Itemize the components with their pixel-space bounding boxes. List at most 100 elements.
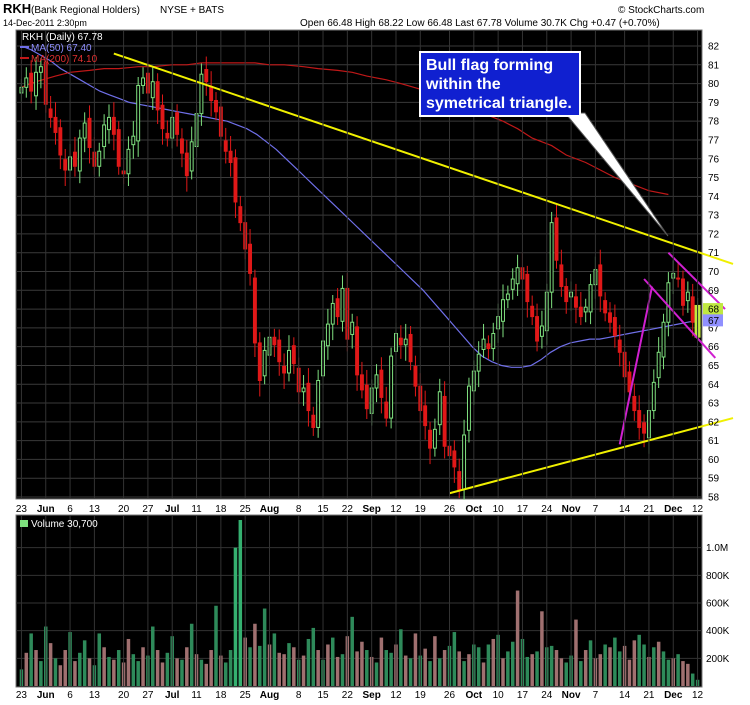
candle-down xyxy=(238,206,243,224)
volume-bar-down xyxy=(540,611,544,686)
volume-bar-down xyxy=(73,661,77,686)
volume-bar-down xyxy=(185,647,189,686)
candle-up xyxy=(501,299,505,322)
candle-down xyxy=(642,422,647,434)
volume-bar-down xyxy=(423,648,427,686)
volume-bar-down xyxy=(63,650,67,686)
price-tick-label: 82 xyxy=(708,42,720,53)
candle-up xyxy=(189,141,194,172)
price-tick-label: 74 xyxy=(708,192,720,203)
candle-up xyxy=(141,77,145,86)
volume-bar-down xyxy=(126,638,131,686)
volume-x-tick-label: 7 xyxy=(593,690,599,700)
volume-bar-up xyxy=(131,654,136,686)
volume-bar-down xyxy=(34,650,38,686)
candle-up xyxy=(126,148,131,175)
candle-up xyxy=(432,428,437,449)
price-x-tick-label: 22 xyxy=(342,504,354,515)
price-x-tick-label: 7 xyxy=(593,504,599,515)
volume-bar-up xyxy=(180,659,184,686)
volume-bar-up xyxy=(340,654,345,686)
volume-x-tick-label: Nov xyxy=(562,690,581,700)
price-tick-label: 59 xyxy=(708,474,720,485)
callout-box xyxy=(419,51,581,117)
volume-bar-up xyxy=(506,651,510,686)
candle-down xyxy=(384,401,389,419)
volume-x-tick-label: 19 xyxy=(415,690,427,700)
candle-up xyxy=(661,321,666,358)
candle-down xyxy=(632,395,637,412)
volume-bar-down xyxy=(112,659,116,686)
price-tick-label: 79 xyxy=(708,98,720,109)
price-tick-label: 66 xyxy=(708,342,720,353)
volume-tick-label: 200K xyxy=(706,654,730,665)
candle-down xyxy=(111,116,116,135)
price-x-tick-label: 17 xyxy=(517,504,529,515)
candle-down xyxy=(608,312,612,323)
volume-bar-up xyxy=(399,629,403,686)
quote-line: Open 66.48 High 68.22 Low 66.48 Last 67.… xyxy=(300,18,660,29)
price-tick-label: 60 xyxy=(708,455,720,466)
candle-up xyxy=(287,349,291,374)
callout-line-1: Bull flag forming xyxy=(426,57,553,74)
volume-bar-up xyxy=(690,673,695,686)
price-x-tick-label: Nov xyxy=(562,504,581,515)
legend-ma50: MA(50) 67.40 xyxy=(31,43,92,54)
candle-down xyxy=(525,273,530,303)
volume-bar-down xyxy=(457,651,461,686)
candle-down xyxy=(578,306,583,318)
candle-down xyxy=(291,345,296,365)
volume-bar-up xyxy=(272,633,277,686)
volume-bar-up xyxy=(287,643,291,686)
price-x-tick-label: 11 xyxy=(191,504,202,515)
volume-bar-down xyxy=(379,637,384,686)
volume-bar-down xyxy=(209,650,213,686)
price-tick-label: 69 xyxy=(708,286,720,297)
volume-bar-up xyxy=(549,645,554,686)
candle-down xyxy=(442,395,447,447)
volume-bar-up xyxy=(564,662,568,686)
candle-up xyxy=(491,333,496,350)
candle-up xyxy=(403,338,408,346)
candle-up xyxy=(588,284,593,313)
candle-up xyxy=(656,351,661,379)
candle-down xyxy=(335,298,340,318)
candle-down xyxy=(155,81,160,111)
volume-bar-up xyxy=(374,662,379,686)
exchange-label: NYSE + BATS xyxy=(160,5,224,16)
candle-down xyxy=(282,365,287,374)
volume-bar-up xyxy=(462,661,466,686)
legend-price: RKH (Daily) 67.78 xyxy=(22,32,103,43)
volume-bar-down xyxy=(501,658,505,686)
price-x-tick-label: 20 xyxy=(118,504,130,515)
candle-down xyxy=(184,152,189,177)
volume-x-tick-label: Oct xyxy=(465,690,482,700)
volume-bar-down xyxy=(686,663,690,686)
candle-down xyxy=(160,104,165,130)
price-tick-label: 73 xyxy=(708,211,720,222)
volume-tick-label: 800K xyxy=(706,571,730,582)
volume-bar-down xyxy=(442,650,447,686)
candle-up xyxy=(330,302,335,325)
volume-x-tick-label: 18 xyxy=(215,690,227,700)
volume-bar-down xyxy=(24,652,29,686)
price-tick-label: 58 xyxy=(708,493,720,504)
candle-down xyxy=(379,369,384,398)
price-tick-label: 62 xyxy=(708,417,720,428)
volume-bar-up xyxy=(642,644,646,686)
candle-up xyxy=(316,379,321,428)
candle-down xyxy=(457,471,462,490)
volume-bar-down xyxy=(491,638,496,686)
price-tick-label: 71 xyxy=(708,248,720,259)
volume-bar-down xyxy=(204,663,209,686)
candle-down xyxy=(72,151,77,167)
upper-triangle-line xyxy=(113,52,734,265)
price-x-tick-label: 26 xyxy=(444,504,456,515)
volume-bar-up xyxy=(579,661,583,686)
candle-down xyxy=(637,410,642,428)
volume-x-tick-label: Jul xyxy=(165,690,180,700)
candle-down xyxy=(63,159,68,171)
volume-x-tick-label: 12 xyxy=(692,690,704,700)
volume-bar-down xyxy=(530,654,534,686)
candle-down xyxy=(277,339,282,363)
